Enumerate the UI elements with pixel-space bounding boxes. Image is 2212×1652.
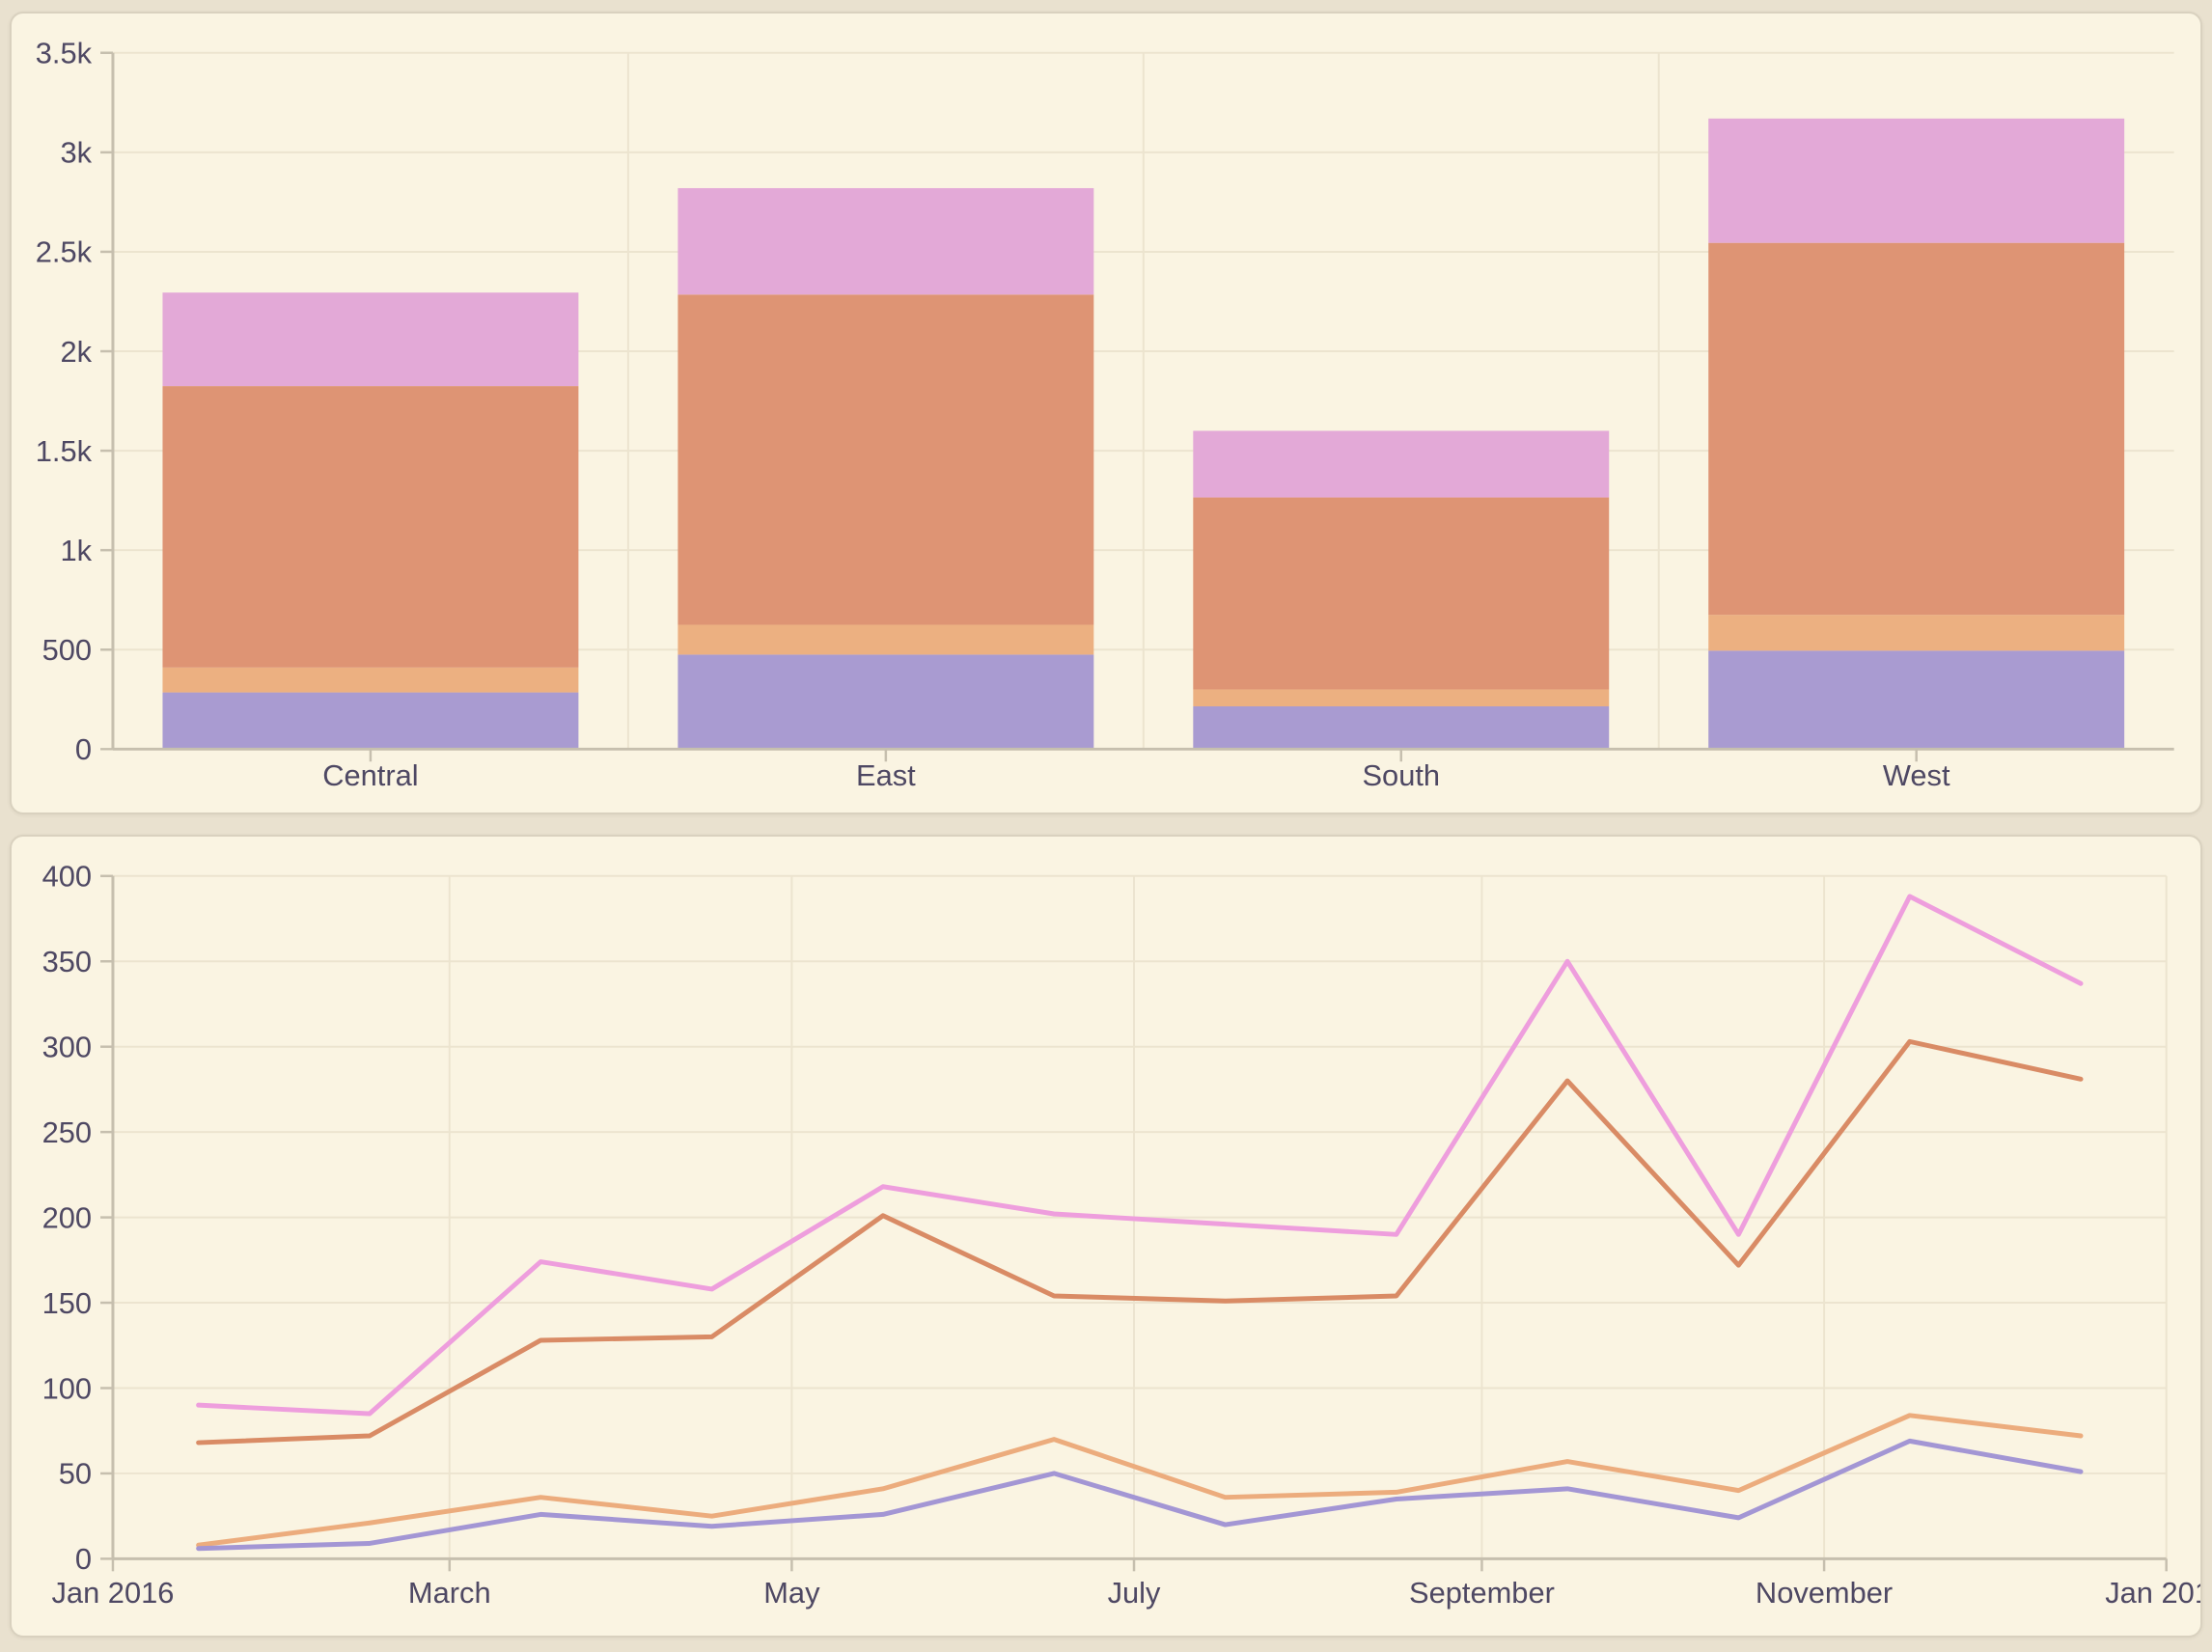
line-series-pink[interactable]: [196, 894, 2084, 1417]
bar-segment-south-salmon[interactable]: [1193, 497, 1610, 690]
y-axis-tick-label: 0: [75, 732, 92, 766]
y-axis-tick-label: 500: [42, 633, 92, 667]
x-axis-tick-label: Jan 2016: [52, 1576, 175, 1610]
bar-segment-south-orange[interactable]: [1193, 689, 1610, 706]
bar-segment-east-pink[interactable]: [677, 187, 1094, 295]
bar-segment-south-purple[interactable]: [1193, 705, 1610, 750]
bar-segment-west-salmon[interactable]: [1708, 242, 2125, 616]
bar-segment-central-purple[interactable]: [162, 692, 579, 750]
bar-segment-east-orange[interactable]: [677, 624, 1094, 655]
y-axis-tick-label: 50: [59, 1457, 92, 1491]
bar-segment-south-pink[interactable]: [1193, 430, 1610, 498]
y-axis-tick-label: 100: [42, 1371, 92, 1405]
x-axis-tick-label: South: [1362, 758, 1440, 792]
x-axis-tick-label: East: [856, 758, 916, 792]
y-axis-tick-label: 300: [42, 1030, 92, 1063]
y-axis-tick-label: 350: [42, 945, 92, 978]
line-chart-card: 0 50 100 150 200 250 300 350 400 Jan 2016 March May…: [10, 835, 2202, 1638]
y-axis-tick-label: 400: [42, 860, 92, 894]
line-series-orange[interactable]: [196, 1413, 2084, 1548]
y-axis-tick-label: 2k: [60, 335, 92, 369]
y-axis-tick-label: 150: [42, 1286, 92, 1320]
y-axis-tick-label: 1k: [60, 534, 92, 567]
y-axis-tick-label: 200: [42, 1200, 92, 1234]
bar-segment-west-pink[interactable]: [1708, 118, 2125, 243]
x-axis-tick-label: Central: [322, 758, 418, 792]
x-axis-tick-label: May: [763, 1576, 820, 1610]
y-axis-tick-label: 1.5k: [36, 434, 93, 468]
bar-segment-central-salmon[interactable]: [162, 386, 579, 668]
x-axis-tick-label: July: [1108, 1576, 1161, 1610]
bar-segment-east-salmon[interactable]: [677, 294, 1094, 625]
x-axis-tick-label: West: [1883, 758, 1950, 792]
line-series-purple[interactable]: [196, 1438, 2084, 1552]
line-series-salmon[interactable]: [196, 1038, 2084, 1446]
stacked-bar-chart-card: 0 500 1k 1.5k 2k 2.5k 3k 3.5k Central East South We…: [10, 12, 2202, 814]
x-axis-tick-label: Jan 2017: [2105, 1576, 2200, 1610]
x-axis-tick-label: September: [1409, 1576, 1555, 1610]
y-axis-tick-label: 2.5k: [36, 235, 93, 269]
line-chart: 0 50 100 150 200 250 300 350 400 Jan 2016 March May…: [42, 860, 2200, 1610]
y-axis-tick-label: 3k: [60, 136, 92, 170]
stacked-bar-chart: 0 500 1k 1.5k 2k 2.5k 3k 3.5k Central East South We…: [36, 37, 2174, 792]
bar-segment-central-pink[interactable]: [162, 292, 579, 387]
x-axis-tick-label: March: [408, 1576, 491, 1610]
y-axis-tick-label: 0: [75, 1542, 92, 1576]
bar-segment-east-purple[interactable]: [677, 654, 1094, 750]
bar-segment-west-purple[interactable]: [1708, 650, 2125, 750]
y-axis-tick-label: 3.5k: [36, 37, 93, 70]
x-axis-tick-label: November: [1756, 1576, 1893, 1610]
bar-segment-central-orange[interactable]: [162, 667, 579, 693]
bar-segment-west-orange[interactable]: [1708, 615, 2125, 651]
y-axis-tick-label: 250: [42, 1115, 92, 1149]
